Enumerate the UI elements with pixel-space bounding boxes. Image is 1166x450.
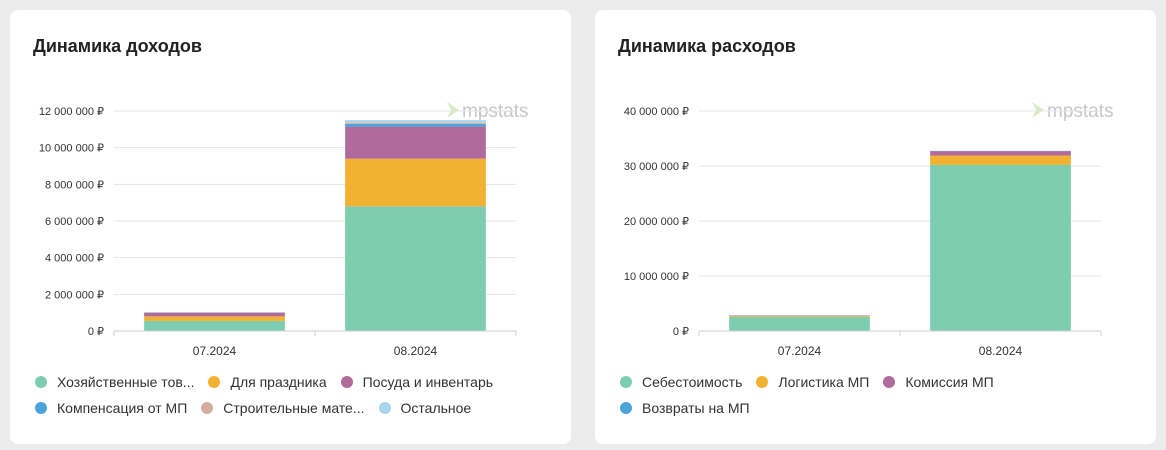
expense-bar-07.2024-2[interactable]: [729, 315, 870, 317]
expense-legend-item[interactable]: Логистика МП: [756, 374, 869, 390]
expense-legend-item[interactable]: Возвраты на МП: [620, 400, 750, 416]
income-legend-item[interactable]: Хозяйственные тов...: [35, 374, 194, 390]
expense-legend-label: Комиссия МП: [905, 374, 994, 390]
income-legend-item[interactable]: Остальное: [378, 400, 472, 416]
income-legend-item[interactable]: Для праздника: [208, 374, 327, 390]
expense-bar-08.2024-2[interactable]: [930, 155, 1071, 165]
income-y-tick-label: 0 ₽: [88, 326, 104, 338]
income-legend-label: Компенсация от МП: [57, 400, 188, 416]
mpstats-logo-icon: [447, 102, 459, 118]
expense-x-tick-label: 07.2024: [778, 344, 822, 358]
expense-x-tick-label: 08.2024: [979, 344, 1023, 358]
income-chart-title: Динамика доходов: [33, 36, 202, 56]
income-bar-08.2024-6[interactable]: [345, 120, 486, 123]
income-x-tick-label: 08.2024: [394, 344, 438, 358]
income-x-tick-label: 07.2024: [193, 344, 237, 358]
legend-swatch-icon: [208, 376, 221, 388]
income-y-tick-label: 10 000 000 ₽: [39, 143, 104, 155]
expense-legend: Себестоимость Логистика МП Комиссия МП Возв…: [620, 374, 1140, 416]
income-bar-07.2024-2[interactable]: [144, 316, 285, 321]
income-bar-08.2024-5[interactable]: [345, 122, 486, 124]
expense-bar-08.2024-1[interactable]: [930, 164, 1071, 331]
income-bar-08.2024-2[interactable]: [345, 158, 486, 207]
expense-y-tick-label: 30 000 000 ₽: [624, 161, 689, 173]
expense-bar-07.2024-1[interactable]: [729, 316, 870, 331]
income-y-tick-label: 12 000 000 ₽: [39, 106, 104, 118]
income-legend: Хозяйственные тов... Для праздника Посуда …: [35, 374, 555, 416]
income-bar-07.2024-3[interactable]: [144, 312, 285, 317]
expense-legend-label: Себестоимость: [642, 374, 743, 390]
income-y-tick-label: 6 000 000 ₽: [45, 216, 104, 228]
expense-y-tick-label: 0 ₽: [673, 326, 689, 338]
income-bar-08.2024-4[interactable]: [345, 123, 486, 127]
mpstats-logo-icon: [1032, 102, 1044, 118]
expense-legend-label: Возвраты на МП: [642, 400, 750, 416]
legend-swatch-icon: [340, 376, 353, 388]
legend-swatch-icon: [35, 376, 47, 388]
income-legend-label: Посуда и инвентарь: [362, 374, 494, 390]
income-chart-card: Динамика доходов mpstats 0 ₽2 000 000 ₽4 …: [10, 10, 571, 444]
legend-swatch-icon: [620, 376, 632, 388]
income-legend-label: Хозяйственные тов...: [57, 374, 195, 390]
income-legend-item[interactable]: Посуда и инвентарь: [340, 374, 494, 390]
income-legend-item[interactable]: Компенсация от МП: [35, 400, 187, 416]
income-bar-08.2024-1[interactable]: [345, 206, 486, 331]
income-legend-label: Для праздника: [230, 374, 327, 390]
income-y-tick-label: 8 000 000 ₽: [45, 179, 104, 191]
legend-swatch-icon: [201, 402, 214, 414]
income-y-tick-label: 2 000 000 ₽: [45, 289, 104, 301]
income-y-tick-label: 4 000 000 ₽: [45, 253, 104, 265]
expense-y-tick-label: 40 000 000 ₽: [624, 106, 689, 118]
income-bar-07.2024-1[interactable]: [144, 320, 285, 331]
income-legend-label: Остальное: [400, 400, 472, 416]
legend-swatch-icon: [35, 402, 47, 414]
legend-swatch-icon: [378, 402, 391, 414]
expense-y-tick-label: 10 000 000 ₽: [624, 271, 689, 283]
income-legend-item[interactable]: Строительные мате...: [201, 400, 365, 416]
legend-swatch-icon: [756, 376, 769, 388]
legend-swatch-icon: [883, 376, 896, 388]
expense-legend-item[interactable]: Комиссия МП: [883, 374, 994, 390]
income-bar-08.2024-3[interactable]: [345, 126, 486, 159]
expense-chart-card: Динамика расходов mpstats 0 ₽10 000 000 ₽…: [595, 10, 1156, 444]
expense-chart-title: Динамика расходов: [618, 36, 796, 56]
expense-legend-label: Логистика МП: [778, 374, 870, 390]
expense-y-tick-label: 20 000 000 ₽: [624, 216, 689, 228]
expense-legend-item[interactable]: Себестоимость: [620, 374, 742, 390]
expense-bar-08.2024-3[interactable]: [930, 151, 1071, 156]
legend-swatch-icon: [620, 402, 632, 414]
income-legend-label: Строительные мате...: [223, 400, 365, 416]
